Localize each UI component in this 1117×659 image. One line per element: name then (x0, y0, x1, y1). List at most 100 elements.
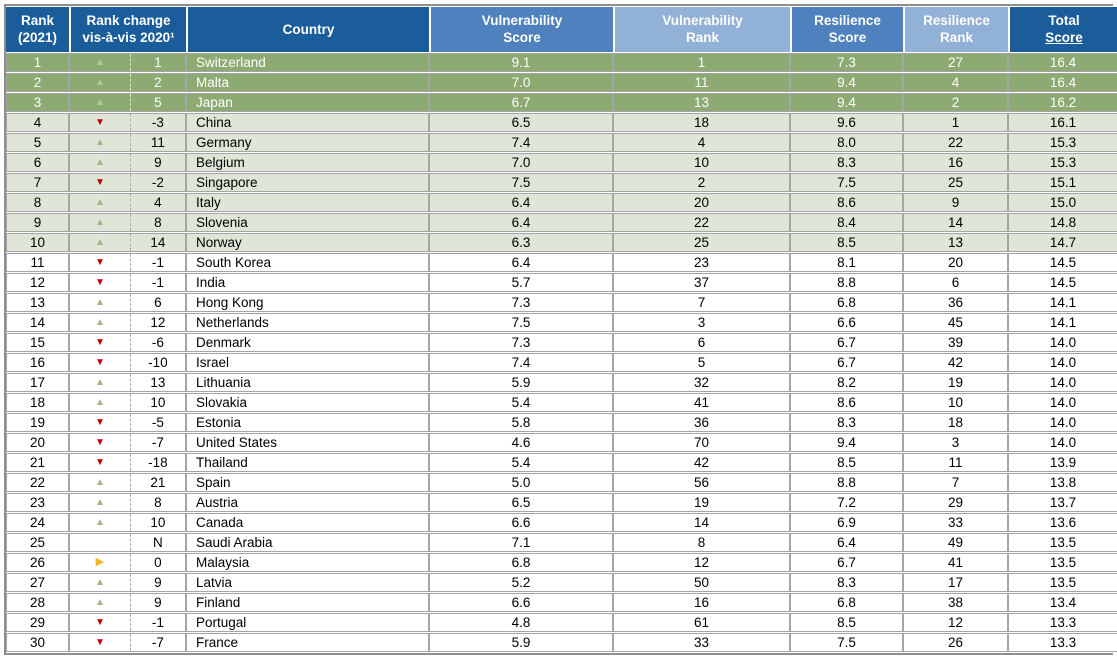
up-arrow-icon: ▲ (94, 76, 105, 88)
rank-change-value: -18 (129, 453, 185, 471)
vulnerability-rank-cell: 25 (613, 232, 790, 252)
total-score-cell: 14.1 (1008, 292, 1117, 312)
rank-cell: 17 (6, 372, 69, 392)
country-cell: Lithuania (186, 372, 429, 392)
resilience-rank-cell: 3 (903, 432, 1008, 452)
country-cell: Italy (186, 192, 429, 212)
country-cell: China (186, 112, 429, 132)
table-row: 15 ▼ -6 Denmark 7.3 6 6.7 39 14.0 (6, 332, 1117, 352)
vulnerability-score-cell: 5.9 (429, 372, 613, 392)
total-score-cell: 15.3 (1008, 152, 1117, 172)
resilience-score-cell: 8.3 (790, 572, 903, 592)
rank-cell: 23 (6, 492, 69, 512)
rank-cell: 3 (6, 92, 69, 112)
vulnerability-rank-cell: 56 (613, 472, 790, 492)
vulnerability-score-cell: 5.9 (429, 632, 613, 652)
table-row: 7 ▼ -2 Singapore 7.5 2 7.5 25 15.1 (6, 172, 1117, 192)
vulnerability-rank-cell: 11 (613, 72, 790, 92)
rank-cell: 24 (6, 512, 69, 532)
resilience-score-cell: 6.7 (790, 352, 903, 372)
rank-change-cell: ▲ 6 (69, 292, 186, 312)
up-arrow-icon: ▲ (94, 216, 105, 228)
resilience-score-cell: 8.5 (790, 452, 903, 472)
country-cell: Slovakia (186, 392, 429, 412)
rank-change-cell: ▲ 13 (69, 372, 186, 392)
rank-change-cell: ▲ 14 (69, 232, 186, 252)
vulnerability-rank-cell: 70 (613, 432, 790, 452)
rank-cell: 9 (6, 212, 69, 232)
col-header-rank-line1: Rank (20, 13, 54, 28)
rank-change-value: 14 (129, 233, 185, 251)
resilience-rank-cell: 29 (903, 492, 1008, 512)
resilience-rank-cell: 6 (903, 272, 1008, 292)
country-cell: Estonia (186, 412, 429, 432)
resilience-rank-cell: 42 (903, 352, 1008, 372)
country-ranking-table: Rank (2021) Rank change vis-à-vis 2020¹ … (4, 4, 1117, 655)
table-row: 29 ▼ -1 Portugal 4.8 61 8.5 12 13.3 (6, 612, 1117, 632)
country-cell: Japan (186, 92, 429, 112)
rank-change-cell: ▲ 5 (69, 92, 186, 112)
resilience-score-cell: 6.9 (790, 512, 903, 532)
resilience-rank-cell: 17 (903, 572, 1008, 592)
down-arrow-icon: ▼ (94, 356, 105, 368)
vulnerability-score-cell: 5.4 (429, 452, 613, 472)
vulnerability-rank-cell: 3 (613, 312, 790, 332)
country-cell: Switzerland (186, 52, 429, 72)
col-header-rank-change: Rank change vis-à-vis 2020¹ (69, 7, 186, 52)
down-arrow-icon: ▼ (94, 616, 105, 628)
resilience-rank-cell: 13 (903, 232, 1008, 252)
col-header-vulnerability-score-line2: Score (503, 30, 541, 46)
rank-cell: 2 (6, 72, 69, 92)
resilience-rank-cell: 22 (903, 132, 1008, 152)
table-row: 17 ▲ 13 Lithuania 5.9 32 8.2 19 14.0 (6, 372, 1117, 392)
rank-change-cell: ▲ 11 (69, 132, 186, 152)
table-row: 27 ▲ 9 Latvia 5.2 50 8.3 17 13.5 (6, 572, 1117, 592)
resilience-score-cell: 8.6 (790, 392, 903, 412)
total-score-cell: 13.4 (1008, 592, 1117, 612)
country-cell: Germany (186, 132, 429, 152)
total-score-cell: 13.7 (1008, 492, 1117, 512)
vulnerability-score-cell: 7.4 (429, 132, 613, 152)
vulnerability-score-cell: 5.4 (429, 392, 613, 412)
col-header-total-score: Total Score (1008, 7, 1117, 52)
total-score-cell: 15.1 (1008, 172, 1117, 192)
rank-cell: 8 (6, 192, 69, 212)
rank-change-value: 10 (129, 393, 185, 411)
down-arrow-icon: ▼ (94, 276, 105, 288)
rank-change-cell: ▼ -7 (69, 632, 186, 652)
up-arrow-icon: ▲ (94, 196, 105, 208)
rank-cell: 1 (6, 52, 69, 72)
vulnerability-rank-cell: 1 (613, 52, 790, 72)
vulnerability-score-cell: 9.1 (429, 52, 613, 72)
vulnerability-score-cell: 7.3 (429, 332, 613, 352)
vulnerability-score-cell: 6.4 (429, 192, 613, 212)
rank-change-value: 6 (129, 293, 185, 311)
resilience-rank-cell: 25 (903, 172, 1008, 192)
resilience-score-cell: 7.5 (790, 632, 903, 652)
table-body: 1 ▲ 1 Switzerland 9.1 1 7.3 27 16.4 2 ▲ 2 Malta 7.0 11… (6, 52, 1117, 652)
down-arrow-icon: ▼ (94, 176, 105, 188)
country-cell: Malta (186, 72, 429, 92)
right-arrow-icon: ▶ (95, 555, 105, 568)
table-row: 26 ▶ 0 Malaysia 6.8 12 6.7 41 13.5 (6, 552, 1117, 572)
rank-cell: 22 (6, 472, 69, 492)
down-arrow-icon: ▼ (94, 636, 105, 648)
down-arrow-icon: ▼ (94, 456, 105, 468)
rank-change-value: 10 (129, 513, 185, 531)
vulnerability-score-cell: 5.7 (429, 272, 613, 292)
rank-cell: 6 (6, 152, 69, 172)
vulnerability-score-cell: 5.0 (429, 472, 613, 492)
vulnerability-rank-cell: 16 (613, 592, 790, 612)
rank-cell: 4 (6, 112, 69, 132)
vulnerability-score-cell: 6.4 (429, 252, 613, 272)
country-cell: Austria (186, 492, 429, 512)
total-score-cell: 15.0 (1008, 192, 1117, 212)
rank-cell: 13 (6, 292, 69, 312)
total-score-cell: 13.5 (1008, 572, 1117, 592)
vulnerability-rank-cell: 13 (613, 92, 790, 112)
resilience-rank-cell: 16 (903, 152, 1008, 172)
resilience-score-cell: 6.7 (790, 552, 903, 572)
country-cell: Saudi Arabia (186, 532, 429, 552)
rank-change-value: 11 (129, 133, 185, 151)
table-row: 12 ▼ -1 India 5.7 37 8.8 6 14.5 (6, 272, 1117, 292)
